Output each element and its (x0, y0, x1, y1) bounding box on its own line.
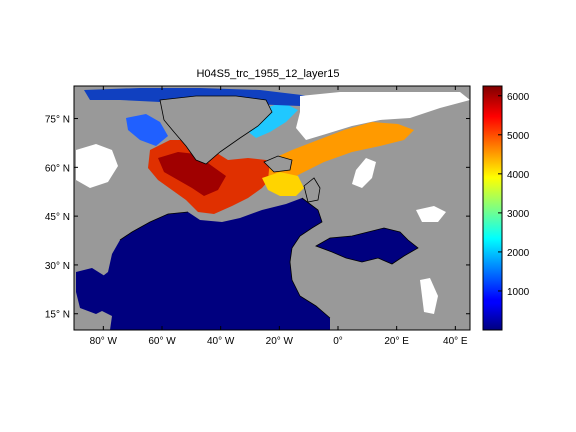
lon-tick-label: 40° E (443, 336, 468, 347)
caribbean-sea (76, 268, 118, 314)
lon-tick-label: 0° (333, 336, 343, 347)
greenland (159, 95, 273, 165)
iceland-basin-yellow (262, 172, 304, 196)
map-title: H04S5_trc_1955_12_layer15 (196, 68, 339, 80)
iceland (263, 155, 293, 173)
lon-tick-label: 20° W (266, 336, 294, 347)
nodata-arctic-ocean (296, 92, 470, 140)
lon-tick-label: 60° W (148, 336, 176, 347)
lon-tick-label: 40° W (207, 336, 235, 347)
lat-ticks: 75° N 60° N 45° N 30° N 15° N (45, 115, 470, 321)
colorbar-tick-label: 6000 (507, 92, 530, 103)
colorbar-tick-label: 1000 (507, 287, 530, 298)
coastline (119, 197, 419, 319)
colorbar-gradient (482, 85, 503, 331)
nodata-hudson-bay (76, 144, 118, 188)
baffin-bay-blue (126, 114, 168, 146)
lat-tick-label: 15° N (45, 310, 70, 321)
colorbar-tick-label: 2000 (507, 248, 530, 259)
lat-tick-label: 75° N (45, 115, 70, 126)
lat-tick-label: 45° N (45, 212, 70, 223)
nodata-sahara-gap (420, 278, 438, 314)
nodata-black-sea (416, 206, 446, 222)
lat-tick-label: 60° N (45, 163, 70, 174)
greenland-sea-cyan (244, 102, 298, 138)
colorbar-ticks: 6000 5000 4000 3000 2000 1000 (498, 92, 530, 298)
british-isles (303, 177, 321, 203)
nodata-baltic (352, 158, 376, 188)
atlantic-ocean-low (84, 198, 330, 330)
colorbar-tick-label: 4000 (507, 170, 530, 181)
colorbar: 6000 5000 4000 3000 2000 1000 (482, 85, 530, 331)
map-panel: 80° W 60° W 40° W 20° W 0° 20° E 40° E 75° N 60… (45, 85, 471, 347)
lon-tick-label: 20° E (384, 336, 409, 347)
colorbar-tick-label: 5000 (507, 131, 530, 142)
map-frame (73, 85, 471, 331)
subpolar-gyre-core (158, 152, 226, 196)
lat-tick-label: 30° N (45, 261, 70, 272)
lon-tick-label: 80° W (90, 336, 118, 347)
nordic-seas-orange (268, 122, 414, 184)
colorbar-tick-label: 3000 (507, 209, 530, 220)
lon-ticks: 80° W 60° W 40° W 20° W 0° 20° E 40° E (90, 86, 468, 347)
